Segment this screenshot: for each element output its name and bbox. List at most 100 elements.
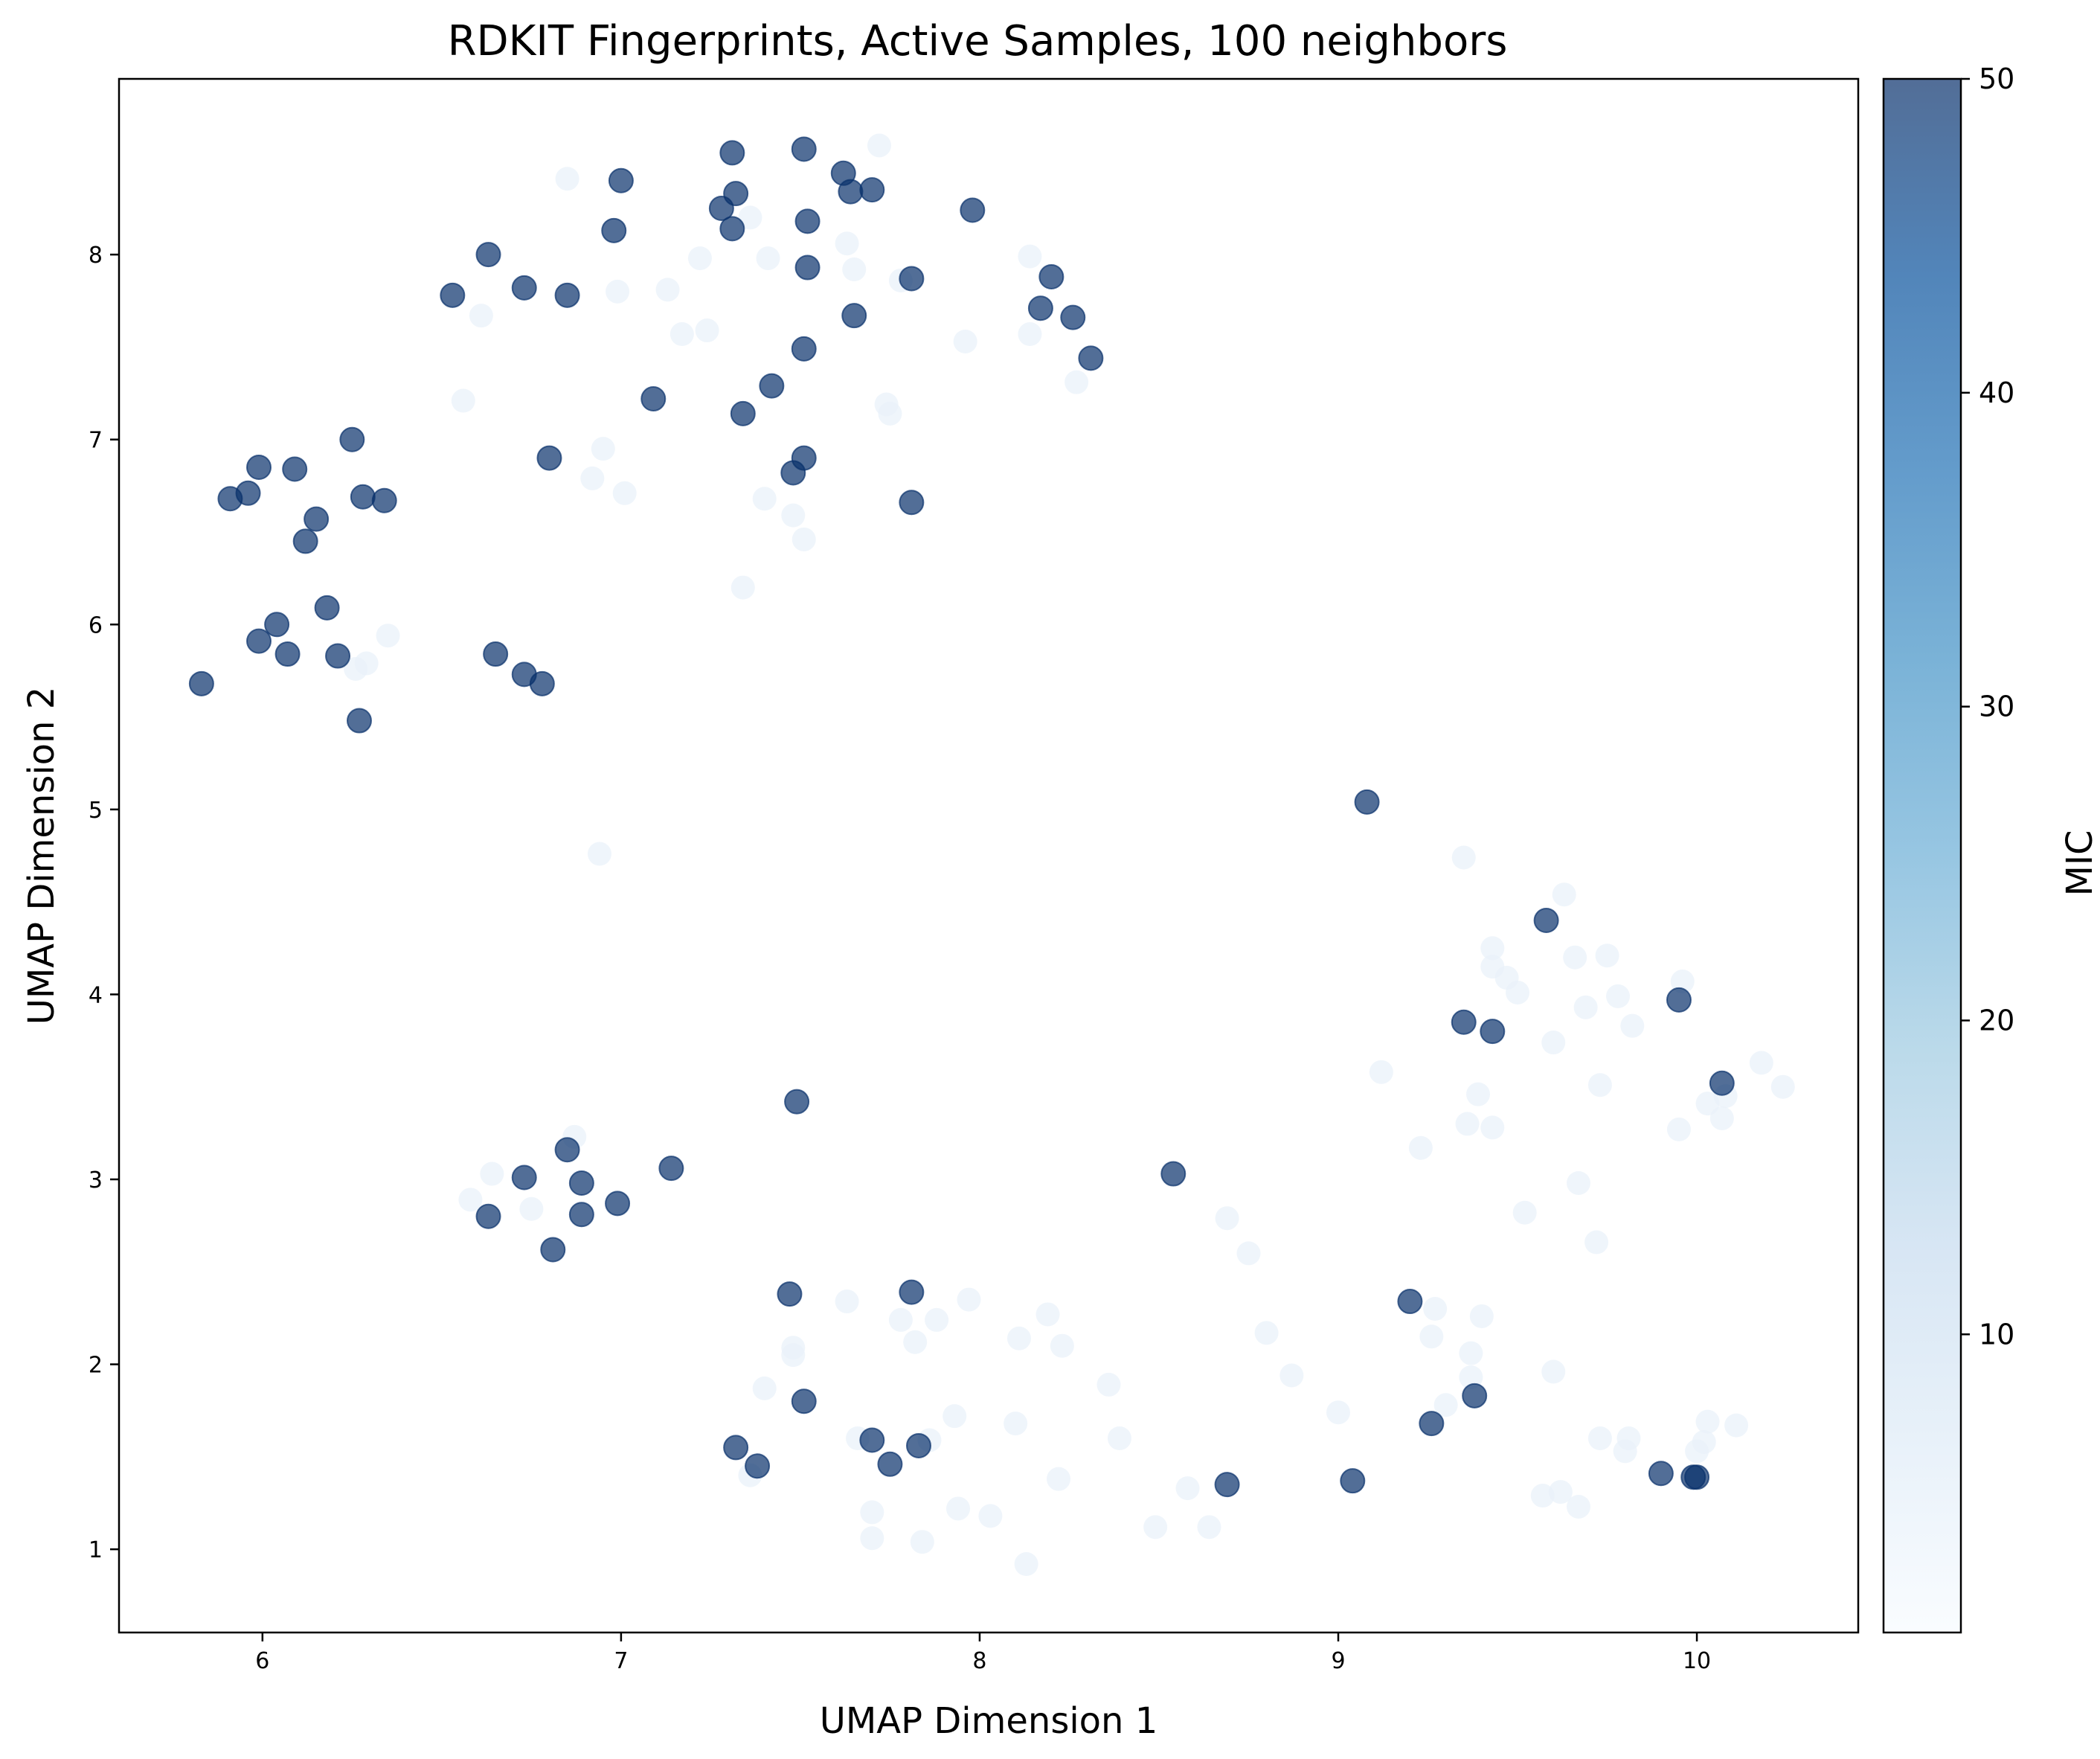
- scatter-point-high-mic: [274, 641, 301, 667]
- scatter-point-low-mic: [752, 487, 777, 511]
- scatter-point-high-mic: [859, 1427, 885, 1453]
- scatter-point-low-mic: [1512, 1200, 1537, 1225]
- y-axis-label: UMAP Dimension 2: [21, 687, 62, 1025]
- scatter-point-low-mic: [555, 167, 579, 191]
- scatter-point-low-mic: [1006, 1326, 1031, 1351]
- scatter-point-low-mic: [695, 318, 719, 343]
- scatter-point-low-mic: [953, 329, 977, 353]
- scatter-point-low-mic: [580, 466, 605, 490]
- scatter-point-high-mic: [371, 487, 397, 513]
- scatter-point-high-mic: [719, 216, 745, 242]
- scatter-point-low-mic: [791, 527, 816, 551]
- scatter-point-low-mic: [1709, 1106, 1734, 1130]
- scatter-point-low-mic: [1143, 1515, 1168, 1539]
- scatter-point-low-mic: [860, 1526, 884, 1551]
- scatter-point-low-mic: [867, 133, 891, 158]
- scatter-point-high-mic: [1419, 1411, 1445, 1437]
- scatter-point-low-mic: [1254, 1321, 1279, 1345]
- scatter-point-low-mic: [1480, 1115, 1505, 1140]
- scatter-point-high-mic: [568, 1202, 594, 1228]
- scatter-point-low-mic: [591, 437, 615, 461]
- scatter-point-high-mic: [745, 1453, 771, 1479]
- scatter-point-low-mic: [1695, 1092, 1720, 1116]
- scatter-point-high-mic: [791, 136, 817, 162]
- scatter-point-low-mic: [1369, 1060, 1393, 1084]
- plot-frame: [118, 77, 1860, 1634]
- y-tick-label: 4: [89, 982, 103, 1008]
- scatter-point-low-mic: [1423, 1297, 1448, 1321]
- scatter-point-high-mic: [759, 373, 785, 399]
- scatter-point-low-mic: [1563, 945, 1587, 970]
- scatter-point-low-mic: [451, 388, 475, 413]
- scatter-point-low-mic: [1541, 1359, 1566, 1384]
- scatter-point-low-mic: [1451, 845, 1476, 870]
- scatter-point-low-mic: [1620, 1013, 1645, 1038]
- scatter-point-low-mic: [1606, 984, 1631, 1008]
- colorbar-label: MIC: [2059, 830, 2100, 896]
- scatter-point-low-mic: [1455, 1112, 1480, 1136]
- scatter-point-low-mic: [1433, 1393, 1458, 1417]
- colorbar-gradient: [1884, 79, 1961, 1633]
- scatter-point-high-mic: [511, 275, 537, 301]
- scatter-point-high-mic: [304, 506, 330, 532]
- scatter-point-low-mic: [835, 1289, 859, 1314]
- scatter-point-high-mic: [730, 400, 756, 426]
- scatter-point-low-mic: [1107, 1426, 1131, 1450]
- scatter-point-high-mic: [339, 426, 365, 452]
- scatter-point-low-mic: [925, 1307, 949, 1332]
- scatter-point-low-mic: [1175, 1476, 1200, 1501]
- scatter-point-low-mic: [738, 205, 762, 230]
- scatter-point-high-mic: [838, 179, 864, 205]
- scatter-point-low-mic: [878, 401, 902, 426]
- scatter-point-low-mic: [781, 1343, 806, 1368]
- scatter-point-low-mic: [612, 481, 637, 505]
- scatter-point-low-mic: [752, 1376, 777, 1400]
- scatter-point-high-mic: [346, 708, 372, 734]
- scatter-point-low-mic: [978, 1504, 1003, 1528]
- scatter-point-high-mic: [658, 1156, 684, 1182]
- chart-title: RDKIT Fingerprints, Active Samples, 100 …: [448, 17, 1508, 65]
- x-tick-label: 9: [1331, 1648, 1345, 1674]
- scatter-point-high-mic: [794, 208, 821, 234]
- scatter-point-low-mic: [888, 1307, 913, 1332]
- scatter-point-low-mic: [946, 1496, 971, 1521]
- y-tick-label: 1: [89, 1537, 103, 1563]
- scatter-point-low-mic: [756, 246, 780, 271]
- x-tick-label: 6: [255, 1648, 269, 1674]
- scatter-point-low-mic: [1670, 970, 1695, 994]
- scatter-point-high-mic: [350, 484, 376, 510]
- scatter-point-low-mic: [587, 842, 611, 866]
- scatter-point-low-mic: [469, 304, 493, 328]
- scatter-point-high-mic: [292, 528, 318, 554]
- scatter-point-high-mic: [859, 177, 885, 203]
- scatter-point-low-mic: [1096, 1372, 1121, 1397]
- scatter-point-high-mic: [791, 445, 817, 471]
- x-tick-label: 8: [972, 1648, 986, 1674]
- scatter-point-low-mic: [835, 231, 859, 256]
- scatter-point-high-mic: [536, 445, 562, 471]
- scatter-point-low-mic: [1530, 1484, 1555, 1508]
- scatter-point-high-mic: [554, 1137, 580, 1163]
- scatter-point-low-mic: [910, 1530, 934, 1554]
- x-axis-ticks: 6 7 8 9 10: [255, 1633, 1711, 1674]
- scatter-point-high-mic: [1354, 789, 1380, 815]
- scatter-point-high-mic: [899, 490, 925, 516]
- scatter-point-high-mic: [1480, 1019, 1506, 1045]
- scatter-point-low-mic: [1587, 1073, 1612, 1098]
- scatter-point-low-mic: [1749, 1051, 1773, 1075]
- scatter-point-high-mic: [1709, 1070, 1735, 1096]
- colorbar-frame: [1882, 77, 1962, 1634]
- scatter-point-low-mic: [1692, 1429, 1716, 1454]
- colorbar-tick-label: 50: [1979, 63, 2014, 95]
- y-tick-label: 3: [89, 1167, 103, 1194]
- y-tick-label: 6: [89, 612, 103, 638]
- scatter-point-high-mic: [475, 242, 501, 268]
- scatter-point-high-mic: [877, 1451, 903, 1477]
- scatter-point-high-mic: [784, 1089, 810, 1115]
- scatter-point-low-mic: [781, 503, 806, 528]
- scatter-point-high-mic: [899, 266, 925, 292]
- scatter-point-high-mic: [1060, 304, 1086, 330]
- scatter-point-high-mic: [719, 140, 745, 166]
- y-axis-ticks: 1 2 3 4 5 6 7 8: [89, 243, 119, 1563]
- plot-background: [119, 79, 1858, 1633]
